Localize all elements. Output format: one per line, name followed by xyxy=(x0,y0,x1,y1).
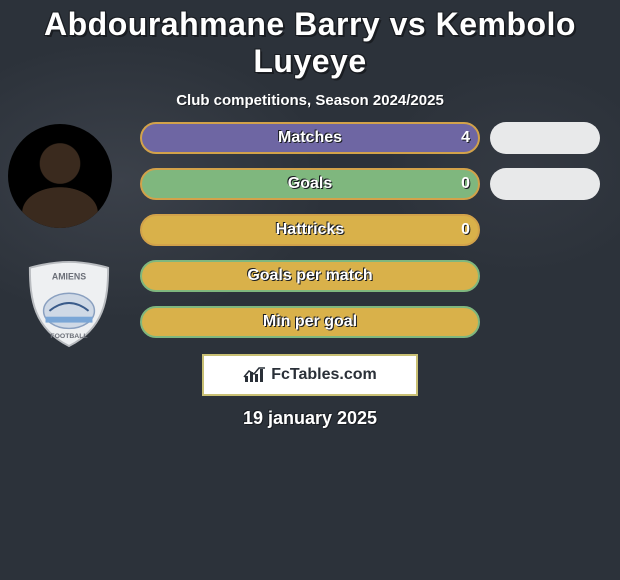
bar-value: 0 xyxy=(461,175,470,193)
chart-bars-icon xyxy=(243,366,267,384)
pill-goals xyxy=(490,168,600,200)
bar-label: Matches xyxy=(142,129,478,147)
svg-text:FOOTBALL: FOOTBALL xyxy=(50,333,87,340)
bar-value: 4 xyxy=(461,129,470,147)
bar-label: Goals xyxy=(142,175,478,193)
bar-label: Goals per match xyxy=(142,267,478,285)
subtitle: Club competitions, Season 2024/2025 xyxy=(0,92,620,109)
brand-text: FcTables.com xyxy=(271,366,377,384)
avatar-silhouette xyxy=(8,124,112,228)
bar-goals: Goals 0 xyxy=(140,168,480,200)
bar-label: Min per goal xyxy=(142,313,478,331)
pill-matches xyxy=(490,122,600,154)
player-avatar-left xyxy=(8,124,112,228)
svg-text:AMIENS: AMIENS xyxy=(52,272,86,282)
bar-value: 0 xyxy=(461,221,470,239)
date-text: 19 january 2025 xyxy=(0,408,620,429)
stat-bars-left: Matches 4 Goals 0 Hattricks 0 Goals per … xyxy=(140,122,480,352)
bar-hattricks: Hattricks 0 xyxy=(140,214,480,246)
bar-goals-per-match: Goals per match xyxy=(140,260,480,292)
bar-label: Hattricks xyxy=(142,221,478,239)
infographic-container: Abdourahmane Barry vs Kembolo Luyeye Clu… xyxy=(0,0,620,580)
bar-matches: Matches 4 xyxy=(140,122,480,154)
bar-min-per-goal: Min per goal xyxy=(140,306,480,338)
stat-pills-right xyxy=(490,122,600,214)
brand-badge: FcTables.com xyxy=(202,354,418,396)
page-title: Abdourahmane Barry vs Kembolo Luyeye xyxy=(0,0,620,80)
club-logo-left: AMIENS FOOTBALL xyxy=(20,260,118,348)
